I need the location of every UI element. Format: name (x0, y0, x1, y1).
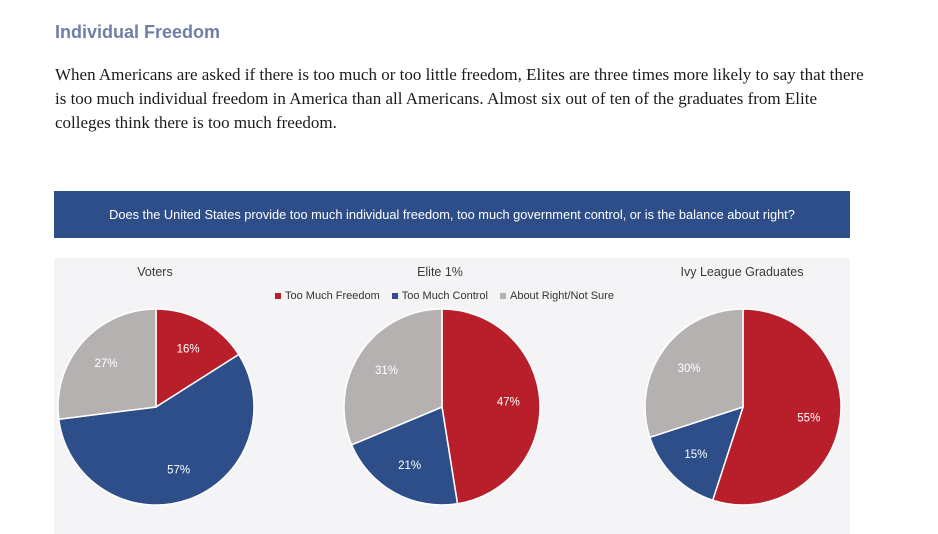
pie-label-voters-freedom: 16% (177, 344, 200, 356)
pie-label-ivy-freedom: 55% (797, 412, 820, 424)
pie-label-elite-control: 21% (398, 460, 421, 472)
legend-item-about-right: About Right/Not Sure (499, 290, 614, 302)
legend-swatch-freedom (275, 293, 281, 299)
pie-label-voters-control: 57% (167, 465, 190, 477)
chart-title-elite: Elite 1% (417, 265, 463, 279)
pie-label-ivy-control: 15% (684, 449, 707, 461)
pie-slice-ivy-freedom (711, 308, 842, 506)
pie-slice-ivy-about-right (644, 308, 744, 439)
section-title: Individual Freedom (55, 22, 221, 42)
legend-swatch-about-right (499, 293, 506, 299)
legend: Too Much Freedom Too Much Control About … (275, 290, 614, 302)
question-banner: Does the United States provide too much … (54, 191, 850, 238)
legend-item-control: Too Much Control (391, 290, 488, 302)
pie-label-elite-freedom: 47% (497, 397, 520, 409)
pie-slice-voters-about-right (57, 308, 157, 421)
legend-label-about-right: About Right/Not Sure (509, 290, 614, 302)
legend-item-freedom: Too Much Freedom (275, 290, 380, 302)
legend-swatch-control (391, 293, 398, 299)
pie-label-voters-about-right: 27% (94, 358, 117, 370)
pie-label-elite-about-right: 31% (375, 365, 398, 377)
legend-label-control: Too Much Control (401, 290, 488, 302)
pie-slice-elite-about-right (343, 308, 443, 446)
chart-title-ivy: Ivy League Graduates (680, 265, 804, 279)
pie-label-ivy-about-right: 30% (678, 363, 701, 375)
pie-slice-elite-freedom (441, 308, 541, 505)
pie-slice-elite-control (350, 405, 459, 506)
pie-slice-voters-freedom (155, 308, 240, 409)
pie-slice-voters-control (57, 353, 255, 506)
question-text: Does the United States provide too much … (109, 207, 795, 222)
intro-paragraph: When Americans are asked if there is too… (55, 65, 864, 132)
legend-label-freedom: Too Much Freedom (285, 290, 380, 302)
chart-title-voters: Voters (137, 265, 173, 279)
